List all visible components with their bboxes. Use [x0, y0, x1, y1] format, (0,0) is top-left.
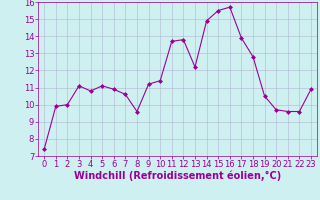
- X-axis label: Windchill (Refroidissement éolien,°C): Windchill (Refroidissement éolien,°C): [74, 171, 281, 181]
